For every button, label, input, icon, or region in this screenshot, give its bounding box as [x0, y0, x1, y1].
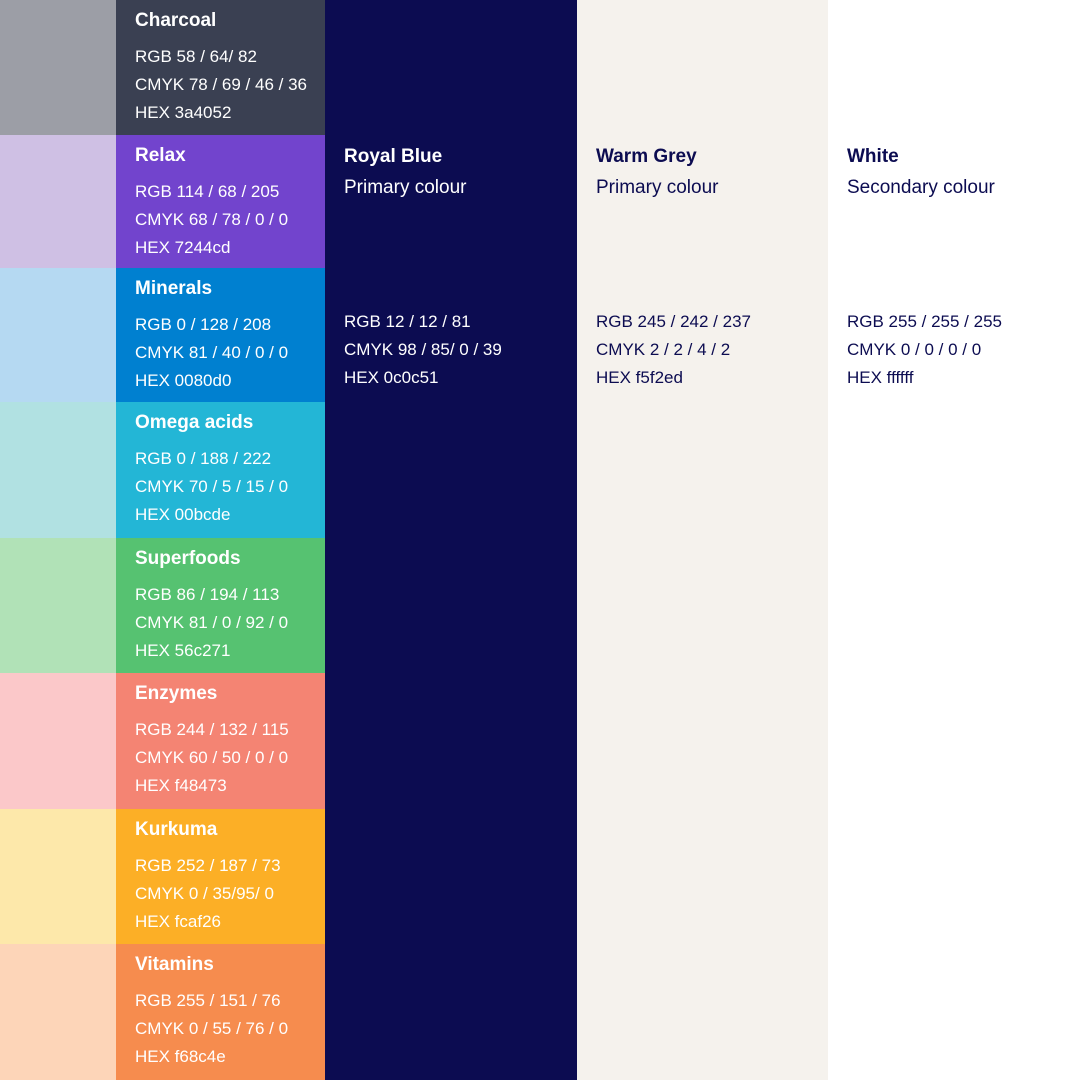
swatch-hex: HEX 7244cd: [135, 238, 231, 257]
swatch-relax: Relax RGB 114 / 68 / 205 CMYK 68 / 78 / …: [116, 135, 325, 268]
tint-enzymes: [0, 673, 116, 809]
swatch-name: Superfoods: [135, 548, 241, 569]
swatch-hex: HEX 3a4052: [135, 103, 232, 122]
swatch-hex: HEX fcaf26: [135, 912, 221, 931]
swatch-cmyk: CMYK 78 / 69 / 46 / 36: [135, 75, 307, 94]
swatch-name: Minerals: [135, 278, 213, 299]
column-royal-blue: Royal Blue Primary colour RGB 12 / 12 / …: [325, 0, 577, 1080]
swatch-rgb: RGB 86 / 194 / 113: [135, 585, 280, 604]
column-name: Royal Blue: [344, 146, 443, 167]
swatch-rgb: RGB 255 / 151 / 76: [135, 991, 281, 1010]
tint-superfoods: [0, 538, 116, 673]
tint-relax: [0, 135, 116, 268]
swatch-cmyk: CMYK 81 / 0 / 92 / 0: [135, 613, 289, 632]
column-rgb: RGB 245 / 242 / 237: [596, 312, 751, 331]
swatch-rgb: RGB 0 / 188 / 222: [135, 449, 272, 468]
swatch-rgb: RGB 244 / 132 / 115: [135, 720, 289, 739]
column-rgb: RGB 255 / 255 / 255: [847, 312, 1002, 331]
swatch-rgb: RGB 252 / 187 / 73: [135, 856, 281, 875]
column-hex: HEX 0c0c51: [344, 368, 439, 387]
swatch-hex: HEX 56c271: [135, 641, 231, 660]
column-cmyk: CMYK 0 / 0 / 0 / 0: [847, 340, 982, 359]
swatch-rgb: RGB 0 / 128 / 208: [135, 315, 272, 334]
swatch-name: Relax: [135, 145, 186, 166]
swatch-name: Kurkuma: [135, 819, 218, 840]
column-hex: HEX f5f2ed: [596, 368, 683, 387]
swatch-superfoods: Superfoods RGB 86 / 194 / 113 CMYK 81 / …: [116, 538, 325, 673]
column-role: Primary colour: [596, 177, 719, 198]
column-warm-grey: Warm Grey Primary colour RGB 245 / 242 /…: [577, 0, 828, 1080]
tint-charcoal: [0, 0, 116, 135]
column-rgb: RGB 12 / 12 / 81: [344, 312, 471, 331]
column-white: White Secondary colour RGB 255 / 255 / 2…: [828, 0, 1080, 1080]
tint-kurkuma: [0, 809, 116, 944]
swatch-name: Enzymes: [135, 683, 218, 704]
swatch-omega-acids: Omega acids RGB 0 / 188 / 222 CMYK 70 / …: [116, 402, 325, 538]
swatch-minerals: Minerals RGB 0 / 128 / 208 CMYK 81 / 40 …: [116, 268, 325, 402]
swatch-hex: HEX 0080d0: [135, 371, 232, 390]
tint-vitamins: [0, 944, 116, 1080]
swatch-cmyk: CMYK 81 / 40 / 0 / 0: [135, 343, 289, 362]
swatch-kurkuma: Kurkuma RGB 252 / 187 / 73 CMYK 0 / 35/9…: [116, 809, 325, 944]
swatch-rgb: RGB 114 / 68 / 205: [135, 182, 280, 201]
swatch-charcoal: Charcoal RGB 58 / 64/ 82 CMYK 78 / 69 / …: [116, 0, 325, 135]
tint-omega-acids: [0, 402, 116, 538]
swatch-enzymes: Enzymes RGB 244 / 132 / 115 CMYK 60 / 50…: [116, 673, 325, 809]
column-cmyk: CMYK 2 / 2 / 4 / 2: [596, 340, 731, 359]
swatch-cmyk: CMYK 60 / 50 / 0 / 0: [135, 748, 289, 767]
swatch-name: Omega acids: [135, 412, 254, 433]
column-role: Secondary colour: [847, 177, 995, 198]
column-name: White: [847, 146, 899, 167]
tint-minerals: [0, 268, 116, 402]
swatch-cmyk: CMYK 70 / 5 / 15 / 0: [135, 477, 289, 496]
column-name: Warm Grey: [596, 146, 697, 167]
swatch-hex: HEX f68c4e: [135, 1047, 226, 1066]
swatch-cmyk: CMYK 68 / 78 / 0 / 0: [135, 210, 289, 229]
swatch-rgb: RGB 58 / 64/ 82: [135, 47, 257, 66]
column-cmyk: CMYK 98 / 85/ 0 / 39: [344, 340, 502, 359]
swatch-name: Charcoal: [135, 10, 217, 31]
swatch-hex: HEX f48473: [135, 776, 227, 795]
swatch-vitamins: Vitamins RGB 255 / 151 / 76 CMYK 0 / 55 …: [116, 944, 325, 1080]
swatch-hex: HEX 00bcde: [135, 505, 231, 524]
swatch-cmyk: CMYK 0 / 55 / 76 / 0: [135, 1019, 289, 1038]
column-hex: HEX ffffff: [847, 368, 914, 387]
column-role: Primary colour: [344, 177, 467, 198]
swatch-cmyk: CMYK 0 / 35/95/ 0: [135, 884, 274, 903]
swatch-name: Vitamins: [135, 954, 214, 975]
